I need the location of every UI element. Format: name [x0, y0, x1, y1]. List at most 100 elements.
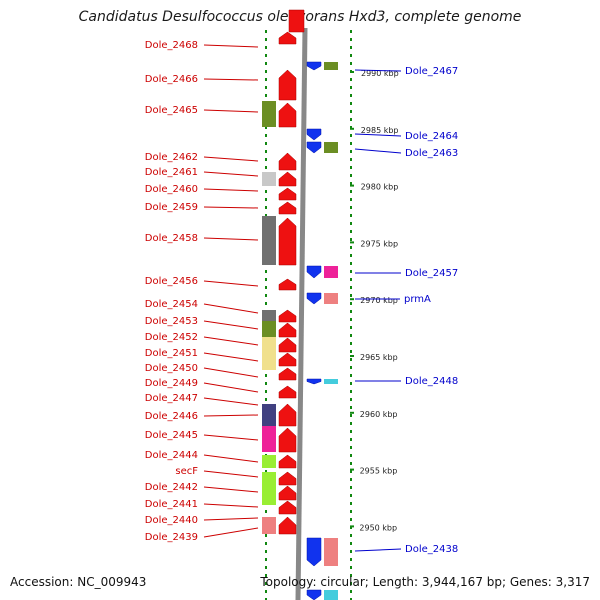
left-gene-label[interactable]: Dole_2452: [145, 332, 198, 343]
tick-mark: [265, 286, 267, 289]
leader-line: [203, 397, 259, 406]
tick-mark: [350, 534, 352, 537]
leader-line: [203, 352, 259, 362]
tick-mark: [350, 478, 352, 481]
tick-mark: [350, 46, 352, 49]
leader-line: [203, 109, 259, 113]
reverse-gene-arrow: [306, 141, 322, 154]
left-gene-label[interactable]: Dole_2441: [145, 499, 198, 510]
right-gene-label[interactable]: Dole_2467: [405, 66, 458, 77]
forward-gene-arrow: [278, 322, 297, 338]
forward-gene-arrow: [278, 69, 297, 101]
left-gene-label[interactable]: Dole_2454: [145, 299, 198, 310]
cog-box: [262, 310, 276, 321]
cog-box: [262, 517, 276, 534]
kbp-tick: [350, 71, 354, 73]
cog-box: [262, 353, 276, 370]
left-gene-label[interactable]: Dole_2465: [145, 105, 198, 116]
tick-mark: [350, 334, 352, 337]
tick-mark: [265, 54, 267, 57]
tick-mark: [350, 158, 352, 161]
left-gene-label[interactable]: secF: [175, 466, 198, 477]
tick-mark: [265, 70, 267, 73]
forward-gene-arrow: [278, 278, 297, 291]
tick-mark: [350, 518, 352, 521]
tick-mark: [350, 110, 352, 113]
reverse-strand-genes: [306, 61, 338, 600]
cog-box: [324, 379, 338, 384]
right-gene-label[interactable]: Dole_2438: [405, 544, 458, 555]
leader-line: [203, 454, 259, 463]
right-gene-label[interactable]: Dole_2448: [405, 376, 458, 387]
right-gene-label[interactable]: Dole_2464: [405, 131, 458, 142]
tick-mark: [350, 454, 352, 457]
left-gene-label[interactable]: Dole_2459: [145, 202, 198, 213]
tick-mark: [265, 382, 267, 385]
left-gene-label[interactable]: Dole_2461: [145, 167, 198, 178]
left-gene-label[interactable]: Dole_2446: [145, 411, 198, 422]
forward-gene-arrow: [288, 9, 305, 33]
left-gene-label[interactable]: Dole_2447: [145, 393, 198, 404]
kbp-scale: 2990 kbp 2985 kbp 2980 kbp 2975 kbp 2970 kbp…: [350, 69, 399, 532]
tick-mark: [350, 86, 352, 89]
forward-gene-arrow: [278, 201, 297, 215]
left-gene-label[interactable]: Dole_2444: [145, 450, 198, 461]
tick-mark: [350, 206, 352, 209]
cog-box: [262, 455, 276, 468]
tick-mark: [265, 582, 267, 585]
tick-mark: [350, 278, 352, 281]
tick-mark: [350, 174, 352, 177]
reverse-gene-arrow: [306, 589, 322, 600]
left-gene-label[interactable]: Dole_2450: [145, 363, 198, 374]
tick-mark: [265, 94, 267, 97]
tick-mark: [265, 590, 267, 593]
left-gene-label[interactable]: Dole_2460: [145, 184, 198, 195]
right-gene-label[interactable]: Dole_2457: [405, 268, 458, 279]
left-gene-label[interactable]: Dole_2462: [145, 152, 198, 163]
forward-gene-arrow: [278, 471, 297, 486]
tick-mark: [350, 350, 352, 353]
reverse-gene-arrow: [306, 265, 322, 279]
left-gene-label[interactable]: Dole_2439: [145, 532, 198, 543]
left-gene-label[interactable]: Dole_2440: [145, 515, 198, 526]
left-gene-label[interactable]: Dole_2456: [145, 276, 198, 287]
tick-mark: [265, 510, 267, 513]
tick-mark: [265, 46, 267, 49]
tick-mark: [350, 358, 352, 361]
tick-mark: [350, 446, 352, 449]
left-gene-label[interactable]: Dole_2449: [145, 378, 198, 389]
tick-mark: [265, 550, 267, 553]
left-gene-label[interactable]: Dole_2468: [145, 40, 198, 51]
tick-mark: [265, 294, 267, 297]
cog-box: [324, 293, 338, 304]
kbp-tick: [350, 184, 354, 187]
tick-mark: [265, 142, 267, 145]
left-gene-label[interactable]: Dole_2453: [145, 316, 198, 327]
leader-line: [203, 517, 259, 521]
right-gene-label[interactable]: Dole_2463: [405, 148, 458, 159]
leader-line: [203, 320, 259, 330]
tick-mark: [350, 54, 352, 57]
leader-line: [203, 414, 259, 417]
left-gene-label[interactable]: Dole_2466: [145, 74, 198, 85]
tick-mark: [265, 566, 267, 569]
forward-gene-arrow: [278, 367, 297, 381]
kbp-label: 2980 kbp: [361, 183, 399, 192]
kbp-label: 2955 kbp: [360, 467, 398, 476]
left-gene-label[interactable]: Dole_2445: [145, 430, 198, 441]
tick-mark: [265, 62, 267, 65]
tick-mark: [350, 118, 352, 121]
leader-line: [203, 44, 259, 48]
tick-mark: [350, 246, 352, 249]
forward-gene-arrow: [278, 217, 297, 266]
tick-mark: [265, 86, 267, 89]
leader-line: [354, 133, 402, 137]
forward-gene-arrow: [278, 31, 297, 45]
tick-mark: [350, 126, 352, 129]
left-gene-label[interactable]: Dole_2458: [145, 233, 198, 244]
right-gene-label[interactable]: prmA: [404, 294, 431, 305]
left-gene-label[interactable]: Dole_2451: [145, 348, 198, 359]
left-gene-label[interactable]: Dole_2442: [145, 482, 198, 493]
tick-mark: [350, 190, 352, 193]
